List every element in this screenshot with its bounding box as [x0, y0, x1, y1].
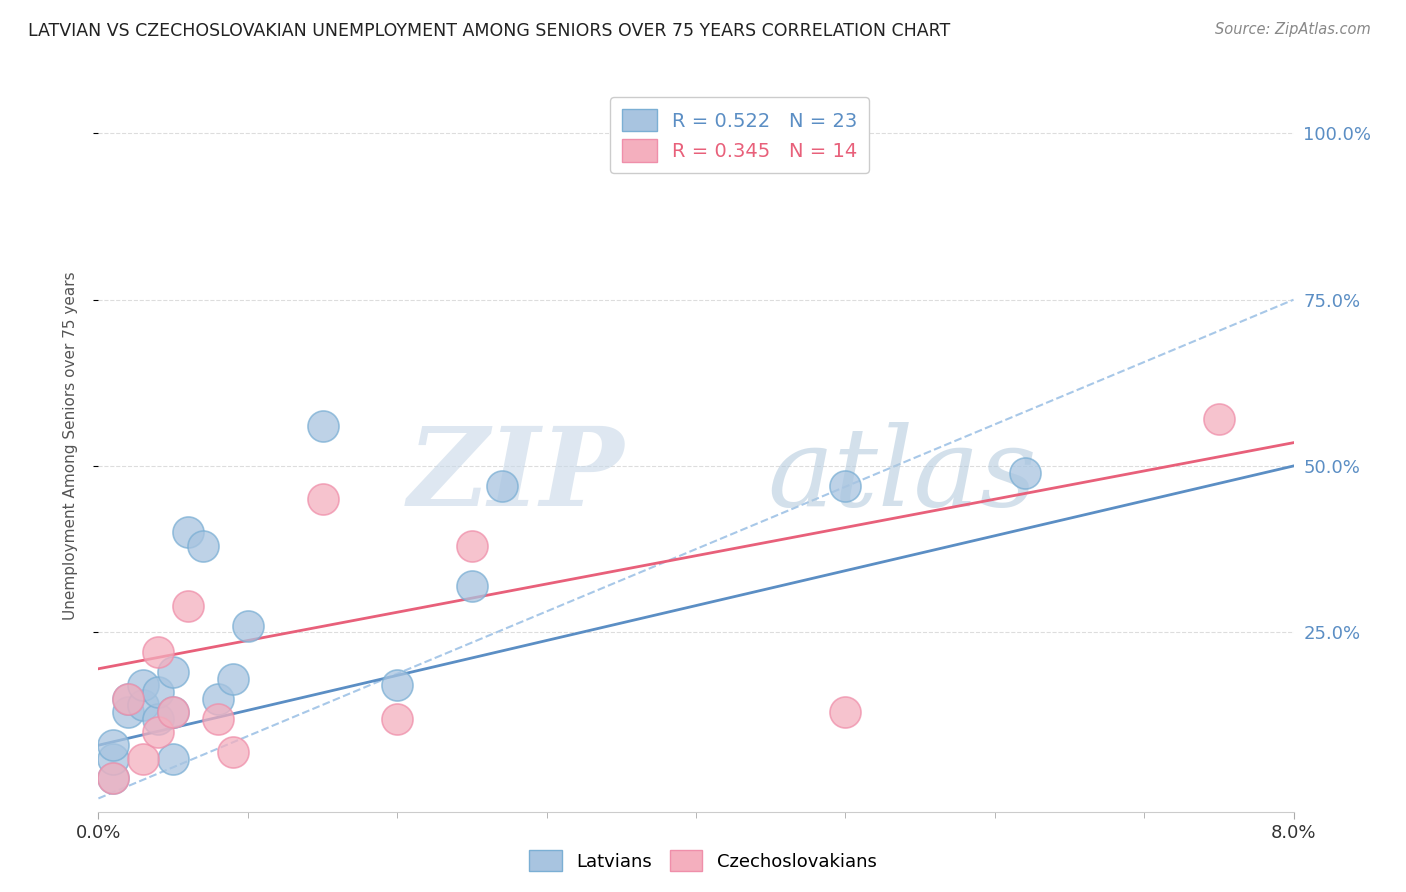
Text: atlas: atlas: [768, 422, 1038, 529]
Point: [834, 479, 856, 493]
Point: [222, 745, 245, 759]
Point: [385, 678, 409, 692]
Text: LATVIAN VS CZECHOSLOVAKIAN UNEMPLOYMENT AMONG SENIORS OVER 75 YEARS CORRELATION : LATVIAN VS CZECHOSLOVAKIAN UNEMPLOYMENT …: [28, 22, 950, 40]
Point: [236, 618, 259, 632]
Point: [1208, 412, 1230, 426]
Point: [117, 705, 139, 719]
Point: [162, 705, 184, 719]
Point: [148, 725, 170, 739]
Point: [103, 772, 125, 786]
Point: [148, 645, 170, 659]
Point: [148, 712, 170, 726]
Point: [385, 712, 409, 726]
Point: [191, 539, 214, 553]
Point: [162, 705, 184, 719]
Point: [491, 479, 513, 493]
Point: [132, 678, 155, 692]
Point: [103, 772, 125, 786]
Point: [207, 712, 229, 726]
Point: [222, 672, 245, 686]
Legend: Latvians, Czechoslovakians: Latvians, Czechoslovakians: [522, 843, 884, 879]
Point: [311, 419, 333, 434]
Text: Source: ZipAtlas.com: Source: ZipAtlas.com: [1215, 22, 1371, 37]
Point: [1014, 466, 1036, 480]
Point: [132, 751, 155, 765]
Point: [834, 705, 856, 719]
Text: ZIP: ZIP: [408, 422, 624, 529]
Point: [132, 698, 155, 713]
Point: [177, 599, 200, 613]
Point: [103, 751, 125, 765]
Point: [207, 691, 229, 706]
Point: [103, 738, 125, 752]
Point: [117, 691, 139, 706]
Point: [162, 665, 184, 679]
Legend: R = 0.522   N = 23, R = 0.345   N = 14: R = 0.522 N = 23, R = 0.345 N = 14: [610, 97, 869, 173]
Point: [162, 751, 184, 765]
Y-axis label: Unemployment Among Seniors over 75 years: Unemployment Among Seniors over 75 years: [63, 272, 77, 620]
Point: [461, 579, 484, 593]
Point: [461, 539, 484, 553]
Point: [117, 691, 139, 706]
Point: [148, 685, 170, 699]
Point: [177, 525, 200, 540]
Point: [311, 492, 333, 507]
